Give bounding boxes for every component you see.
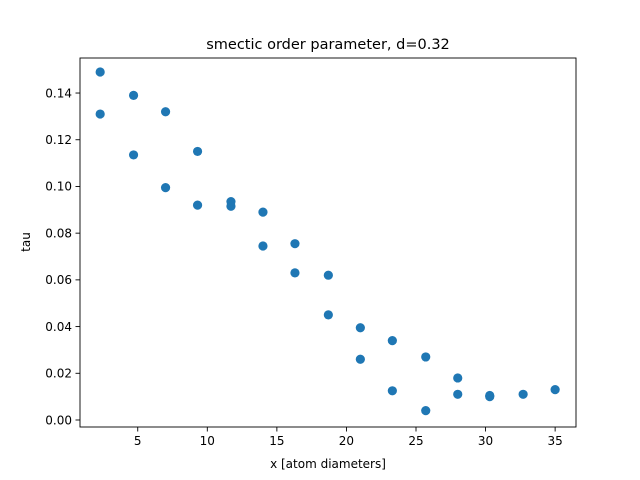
y-tick-label: 0.08 [45, 226, 72, 240]
data-point [518, 389, 528, 399]
data-point [485, 392, 495, 402]
data-point [323, 310, 333, 320]
data-point [95, 109, 105, 119]
y-tick-label: 0.04 [45, 320, 72, 334]
data-point [421, 352, 431, 362]
data-point [453, 373, 463, 383]
y-tick-label: 0.14 [45, 86, 72, 100]
data-point [226, 201, 236, 211]
y-tick-label: 0.06 [45, 273, 72, 287]
x-tick-label: 15 [269, 434, 284, 448]
data-point [95, 67, 105, 77]
y-tick-label: 0.12 [45, 133, 72, 147]
data-point [128, 90, 139, 100]
x-tick-label: 25 [408, 434, 423, 448]
y-tick-label: 0.02 [45, 367, 72, 381]
x-tick-label: 35 [547, 434, 562, 448]
data-point [290, 239, 300, 249]
data-point [421, 406, 431, 416]
chart-title: smectic order parameter, d=0.32 [206, 37, 450, 53]
data-point [192, 146, 203, 157]
data-point [128, 150, 139, 160]
y-axis-label: tau [19, 232, 33, 252]
x-tick-label: 20 [339, 434, 354, 448]
x-tick-label: 30 [478, 434, 493, 448]
data-point [323, 270, 333, 280]
data-point [192, 200, 203, 210]
data-point [387, 386, 397, 396]
data-point [258, 241, 268, 251]
data-point [160, 183, 171, 193]
x-axis-label: x [atom diameters] [270, 457, 386, 471]
data-point [387, 335, 397, 346]
data-point [355, 323, 365, 333]
data-point [355, 354, 365, 364]
y-tick-label: 0.10 [45, 180, 72, 194]
x-tick-label: 5 [134, 434, 142, 448]
data-point [453, 389, 463, 399]
data-point [290, 268, 300, 278]
data-points [95, 67, 560, 416]
y-axis-ticks: 0.00 0.02 0.04 0.06 0.08 0.10 0.12 0.14 [45, 86, 80, 427]
x-tick-label: 10 [200, 434, 215, 448]
data-point [258, 207, 268, 217]
data-point [550, 385, 560, 395]
y-tick-label: 0.00 [45, 413, 72, 427]
x-axis-ticks: 5 10 15 20 25 30 35 [134, 427, 563, 448]
data-point [160, 107, 171, 117]
plot-frame [79, 57, 577, 428]
